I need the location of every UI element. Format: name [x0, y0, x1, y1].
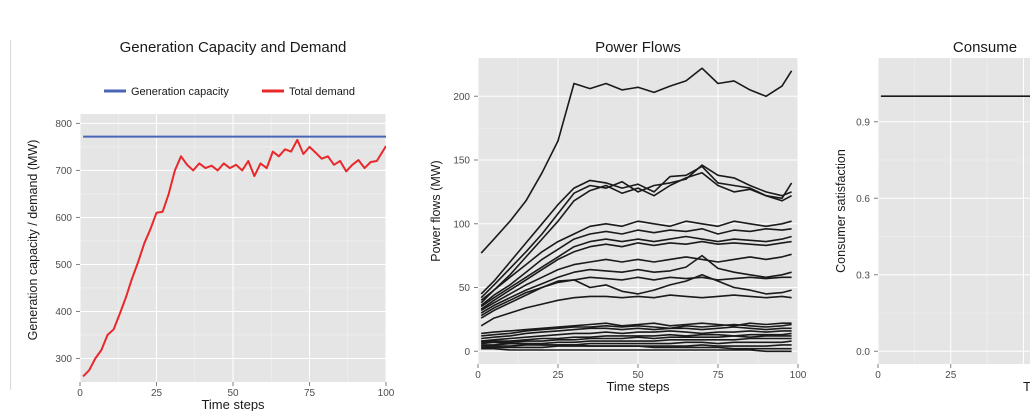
- series-line-14: [481, 323, 792, 337]
- chart-title: Power Flows: [595, 39, 681, 56]
- y-tick-label: 700: [55, 166, 72, 177]
- x-axis-label: Time steps: [201, 397, 265, 411]
- x-tick-label: 100: [790, 370, 807, 381]
- y-tick-label: 150: [453, 156, 470, 167]
- series-line-2: [480, 164, 792, 299]
- series-line-22: [481, 340, 792, 350]
- chart-title: Consume: [953, 39, 1017, 56]
- series-line-9: [480, 254, 792, 314]
- x-tick-label: 50: [227, 388, 239, 399]
- series-line-1: [480, 165, 793, 295]
- series-line-18: [481, 335, 792, 345]
- series-line-17: [481, 332, 792, 344]
- y-axis-label: Generation capacity / demand (MW): [26, 140, 40, 341]
- series-line-13: [481, 322, 792, 335]
- y-tick-label: 50: [459, 283, 471, 294]
- series-line-15: [481, 326, 792, 340]
- series-line-6: [480, 235, 792, 308]
- series-line-0: [480, 67, 793, 254]
- generation-capacity-chart: 0 25 50 75 100 300 400 500 600 700 800 Generation C…: [26, 39, 395, 412]
- series-line-11: [480, 273, 792, 319]
- x-tick-label: 75: [712, 370, 724, 381]
- series-line-20: [481, 340, 792, 347]
- series-line-8: [480, 253, 792, 312]
- series-line-3: [480, 172, 792, 304]
- y-tick-label: 500: [55, 260, 72, 271]
- y-tick-label: 0: [464, 347, 470, 358]
- power-flows-chart: 0 25 50 75 100 0 50 100 150 200 Power Flows Time st…: [429, 39, 807, 394]
- x-tick-label: 0: [875, 370, 881, 381]
- x-tick-label: 25: [151, 388, 163, 399]
- y-tick-label: 0.0: [856, 347, 870, 358]
- y-tick-label: 0.3: [856, 270, 870, 281]
- consumer-satisfaction-chart: 0 25 0.0 0.3 0.6 0.9 Consume Tim Consumer satisf…: [834, 39, 1030, 394]
- legend-label-generation-capacity: Generation capacity: [131, 86, 229, 98]
- series-line-12: [480, 294, 792, 327]
- legend-label-total-demand: Total demand: [289, 86, 355, 98]
- series-line-16: [481, 330, 792, 342]
- plot-background: [878, 58, 1030, 364]
- y-axis-label: Power flows (MW): [429, 160, 443, 261]
- x-axis-label: Time steps: [606, 379, 670, 394]
- figure-divider: [10, 40, 11, 390]
- series-group: [82, 135, 386, 378]
- x-tick-label: 0: [475, 370, 481, 381]
- y-axis-label: Consumer satisfaction: [834, 149, 848, 273]
- series-line-23: [481, 347, 792, 353]
- y-tick-label: 200: [453, 92, 470, 103]
- y-tick-label: 100: [453, 219, 470, 230]
- series-total-demand: [82, 138, 386, 378]
- y-tick-label: 400: [55, 307, 72, 318]
- legend: Generation capacity Total demand: [104, 86, 355, 98]
- x-tick-label: 0: [77, 388, 83, 399]
- x-tick-label: 25: [945, 370, 957, 381]
- y-tick-label: 0.6: [856, 194, 870, 205]
- series-line-5: [480, 228, 792, 307]
- series-line-4: [480, 220, 792, 301]
- x-tick-label: 25: [552, 370, 564, 381]
- chart-title: Generation Capacity and Demand: [120, 39, 347, 56]
- y-tick-label: 800: [55, 119, 72, 130]
- x-tick-label: 100: [378, 388, 395, 399]
- series-group: [480, 67, 793, 353]
- x-axis-label: Tim: [1023, 379, 1030, 394]
- y-tick-label: 300: [55, 354, 72, 365]
- series-line-10: [480, 276, 792, 317]
- y-tick-label: 0.9: [856, 117, 870, 128]
- y-tick-label: 600: [55, 213, 72, 224]
- series-line-7: [480, 240, 792, 310]
- x-tick-label: 75: [304, 388, 316, 399]
- x-tick-label: 50: [632, 370, 644, 381]
